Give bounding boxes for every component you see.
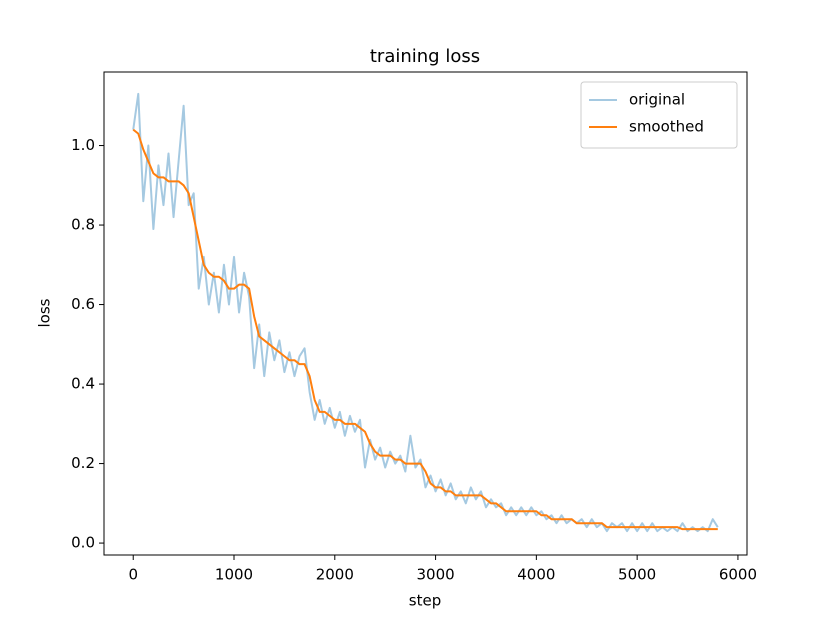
chart-title: training loss: [370, 46, 480, 67]
x-tick-label: 6000: [719, 566, 757, 584]
y-tick-label: 0.6: [71, 295, 95, 313]
plot-frame: [103, 71, 748, 556]
x-tick-label: 4000: [517, 566, 555, 584]
legend-label: smoothed: [629, 118, 704, 136]
series-line: [132, 128, 718, 531]
y-tick-label: 0.4: [71, 375, 95, 393]
x-tick-label: 1000: [215, 566, 253, 584]
y-tick-label: 0.0: [71, 534, 95, 552]
x-tick-label: 3000: [416, 566, 454, 584]
y-tick-label: 1.0: [71, 136, 95, 154]
legend-label: original: [629, 91, 685, 109]
y-axis-label: loss: [36, 298, 54, 327]
series-line: [132, 92, 719, 533]
x-tick-label: 2000: [316, 566, 354, 584]
y-tick-label: 0.8: [71, 216, 95, 234]
x-axis-label: step: [409, 592, 441, 610]
legend-box: [580, 81, 738, 149]
x-tick-label: 0: [128, 566, 138, 584]
x-tick-label: 5000: [618, 566, 656, 584]
y-tick-label: 0.2: [71, 454, 95, 472]
